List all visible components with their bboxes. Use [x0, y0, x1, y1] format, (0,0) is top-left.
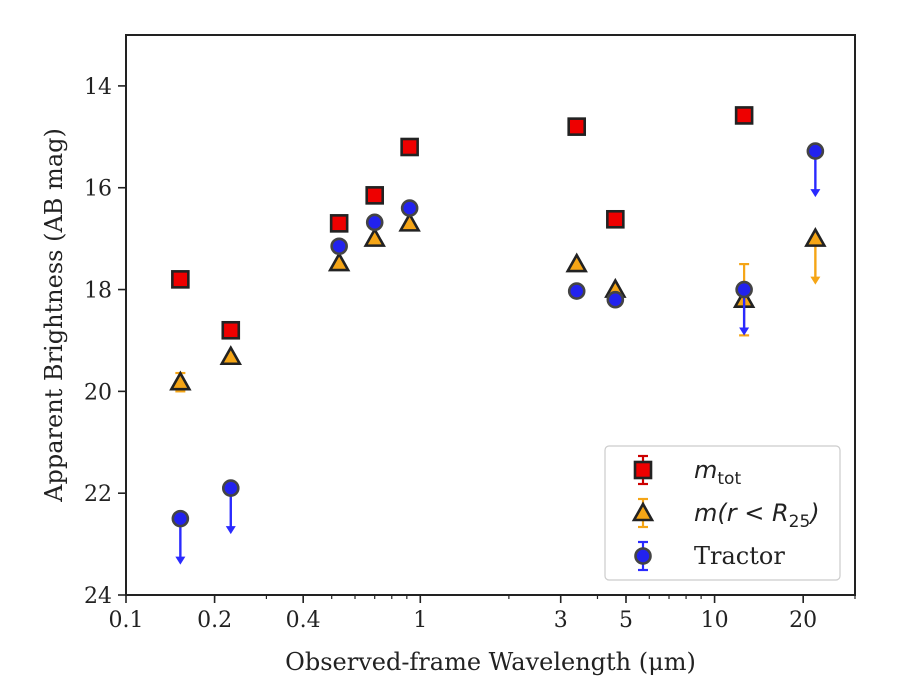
data-point [400, 199, 419, 217]
data-point [365, 213, 384, 232]
x-tick-label: 3 [554, 608, 568, 633]
upper-limit-arrow-head [225, 526, 236, 535]
x-tick-label: 1 [413, 608, 427, 633]
axis-ticks: 0.1 0.2 0.4 1 3 5 10 20 14 16 18 20 22 24 [84, 75, 856, 633]
legend-subscript: 25 [789, 512, 811, 532]
data-point [329, 214, 349, 233]
data-point [567, 117, 587, 136]
data-point [565, 252, 588, 273]
y-axis-label: Apparent Brightness (AB mag) [40, 128, 68, 503]
x-tick-label: 0.2 [197, 608, 232, 633]
data-point [327, 251, 351, 272]
upper-limit-arrow-head [810, 189, 821, 198]
upper-limit-arrow-head [810, 276, 821, 285]
legend-frame [604, 445, 841, 581]
series-m-tot [171, 106, 754, 340]
x-tick-label: 10 [701, 608, 729, 633]
data-point [606, 290, 625, 309]
data-point [171, 509, 190, 528]
plot-frame [125, 34, 856, 596]
data-point [171, 270, 190, 289]
data-point [363, 226, 386, 247]
x-tick-label: 0.1 [109, 608, 144, 633]
y-tick-label: 24 [84, 584, 112, 609]
y-tick-label: 18 [84, 279, 112, 304]
x-tick-label: 20 [789, 608, 817, 633]
x-axis-label: Observed-frame Wavelength (μm) [285, 648, 696, 676]
legend-label-m-tot: mtot [694, 456, 741, 489]
y-tick-label: 22 [84, 482, 112, 507]
data-point [221, 320, 241, 340]
series-m-r-r25 [169, 211, 827, 393]
legend-label-tractor: Tractor [694, 542, 785, 570]
data-point [400, 137, 419, 157]
data-point [365, 186, 385, 205]
legend-marker [631, 501, 655, 522]
data-point [169, 370, 192, 391]
upper-limit-arrow-head [739, 327, 750, 336]
legend-marker [633, 460, 653, 480]
data-point [606, 209, 625, 229]
data-point [804, 226, 827, 247]
x-tick-label: 0.4 [286, 608, 321, 633]
legend-subscript: tot [717, 469, 741, 489]
data-point [806, 142, 825, 160]
data-point [734, 106, 754, 125]
x-tick-label: 5 [619, 608, 633, 633]
y-tick-label: 14 [84, 75, 112, 100]
legend-marker [634, 547, 652, 565]
series-tractor [171, 142, 825, 565]
y-tick-label: 16 [84, 177, 112, 202]
data-point [219, 345, 242, 366]
y-tick-label: 20 [84, 380, 112, 405]
data-point [735, 280, 753, 299]
data-point [221, 479, 240, 497]
upper-limit-arrow-head [175, 556, 186, 565]
data-point [330, 237, 348, 256]
data-points [169, 106, 827, 565]
legend-tail: ) [808, 499, 819, 527]
data-point [398, 211, 421, 232]
data-point [567, 282, 586, 300]
